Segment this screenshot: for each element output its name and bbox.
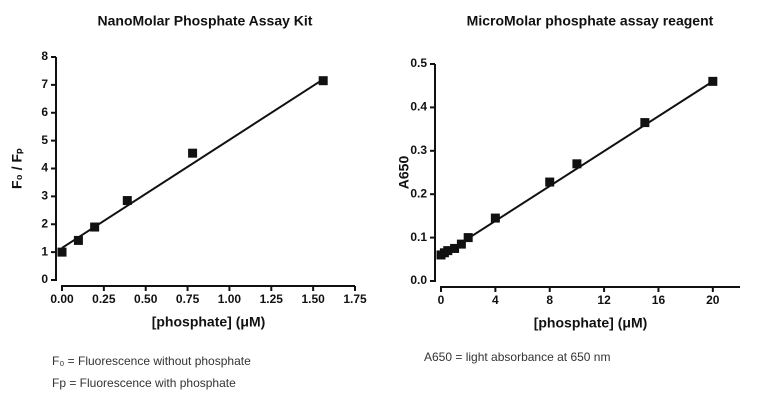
y-axis-title: A650 (396, 156, 412, 190)
x-tick-label: 4 (492, 293, 499, 307)
x-tick-label: 1.50 (301, 292, 325, 306)
x-tick-label: 0.25 (92, 292, 116, 306)
x-axis-title: [phosphate] (μM) (152, 314, 266, 330)
data-point (640, 118, 650, 128)
data-point (122, 196, 132, 206)
y-tick-label: 1 (41, 244, 48, 258)
note: A650 = light absorbance at 650 nm (424, 350, 610, 364)
x-tick-label: 20 (706, 293, 720, 307)
x-tick-label: 1.25 (260, 292, 284, 306)
x-tick-label: 1.00 (218, 292, 242, 306)
data-point (708, 76, 718, 86)
y-tick-label: 0.2 (410, 186, 427, 200)
data-point (73, 235, 83, 245)
data-point (490, 213, 500, 223)
y-tick-label: 3 (41, 189, 48, 203)
y-tick-label: 0 (41, 272, 48, 286)
note: Fp = Fluorescence with phosphate (52, 376, 236, 390)
x-tick-label: 8 (546, 293, 553, 307)
x-tick-label: 0.75 (176, 292, 200, 306)
y-axis-title: F₀ / Fₚ (9, 148, 25, 189)
data-point (463, 233, 473, 243)
y-tick-label: 0.4 (410, 100, 427, 114)
data-point (456, 239, 466, 249)
y-tick-label: 0.1 (410, 230, 427, 244)
x-tick-label: 0 (438, 293, 445, 307)
note: F₀ = Fluorescence without phosphate (52, 354, 251, 368)
x-tick-label: 16 (652, 293, 666, 307)
y-tick-label: 0.0 (410, 273, 427, 287)
y-tick-label: 7 (41, 77, 48, 91)
data-point (188, 148, 198, 158)
y-tick-label: 6 (41, 105, 48, 119)
y-tick-label: 0.5 (410, 56, 427, 70)
y-tick-label: 5 (41, 133, 48, 147)
data-point (90, 222, 100, 232)
data-point (57, 247, 67, 257)
fit-line (440, 80, 714, 257)
y-tick-label: 0.3 (410, 143, 427, 157)
data-point (545, 177, 555, 187)
chart-title: MicroMolar phosphate assay reagent (467, 13, 714, 29)
y-tick-label: 8 (41, 49, 48, 63)
chart-title: NanoMolar Phosphate Assay Kit (98, 13, 313, 29)
data-point (318, 76, 328, 86)
x-tick-label: 12 (597, 293, 611, 307)
y-tick-label: 4 (41, 161, 48, 175)
data-point (572, 159, 582, 169)
x-tick-label: 1.75 (343, 292, 367, 306)
x-tick-label: 0.50 (134, 292, 158, 306)
y-tick-label: 2 (41, 216, 48, 230)
fit-line (61, 78, 324, 249)
data-point (450, 243, 460, 253)
x-axis-title: [phosphate] (μM) (534, 315, 648, 331)
data-point (443, 246, 453, 256)
x-tick-label: 0.00 (50, 292, 74, 306)
